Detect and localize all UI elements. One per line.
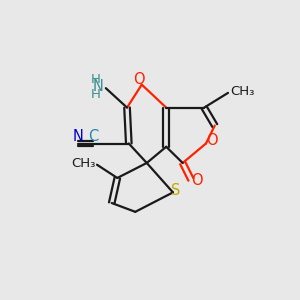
Text: CH₃: CH₃ [71, 157, 95, 170]
Text: C: C [88, 129, 98, 144]
Text: O: O [134, 72, 145, 87]
Text: O: O [207, 133, 218, 148]
Text: CH₃: CH₃ [230, 85, 255, 98]
Text: H: H [91, 88, 100, 101]
Text: O: O [192, 173, 203, 188]
Text: N: N [73, 129, 84, 144]
Text: H: H [91, 73, 100, 86]
Text: N: N [93, 79, 104, 94]
Text: S: S [171, 182, 180, 197]
